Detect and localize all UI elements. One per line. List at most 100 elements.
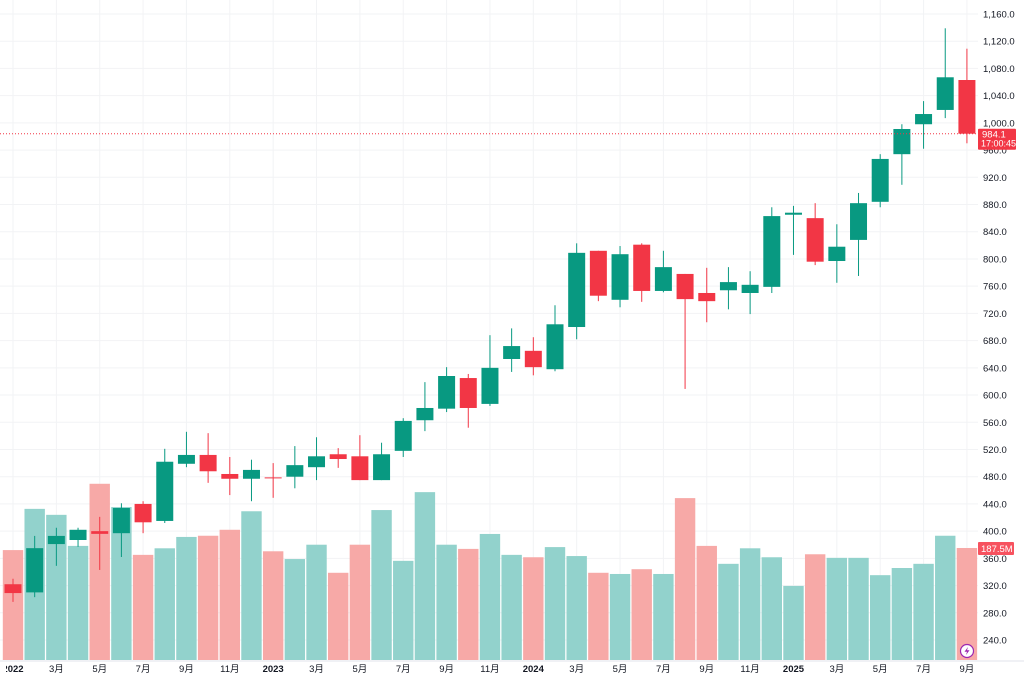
volume-bar bbox=[739, 548, 761, 660]
candle bbox=[438, 367, 456, 413]
y-tick-label: 1,160.0 bbox=[983, 10, 1015, 21]
y-tick-label: 800.0 bbox=[983, 254, 1007, 265]
candle-body bbox=[611, 254, 629, 300]
candle bbox=[351, 435, 369, 481]
volume-bar bbox=[761, 557, 782, 660]
volume-bar bbox=[2, 550, 24, 660]
candle bbox=[308, 437, 326, 481]
candle bbox=[91, 516, 109, 570]
candle-body bbox=[264, 477, 282, 479]
volume-bar bbox=[826, 557, 848, 660]
candle-body bbox=[177, 454, 195, 464]
volume-bar bbox=[696, 545, 717, 660]
candle-body bbox=[373, 454, 391, 481]
x-tick-label: 5月 bbox=[92, 664, 107, 675]
x-tick-label: 9月 bbox=[179, 664, 194, 675]
price-axis[interactable]: 1,160.0 1,120.0 1,080.0 1,040.0 1,000.0 960.0… bbox=[983, 10, 1015, 647]
candle-body bbox=[503, 346, 521, 359]
volume-bar bbox=[566, 556, 587, 660]
x-tick-label: 7月 bbox=[656, 664, 671, 675]
volume-bar bbox=[132, 554, 154, 660]
candle-body bbox=[568, 252, 586, 328]
candle bbox=[936, 28, 954, 119]
volume-bar bbox=[479, 533, 501, 660]
candle bbox=[850, 192, 868, 276]
candle-body bbox=[91, 531, 109, 534]
y-tick-label: 960.0 bbox=[983, 146, 1007, 157]
candle-body bbox=[394, 420, 412, 451]
candle-body bbox=[871, 158, 889, 202]
x-tick-label: 11月 bbox=[480, 664, 499, 675]
x-tick-label: 7月 bbox=[396, 664, 411, 675]
volume-bar bbox=[458, 548, 479, 660]
x-tick-label: 2024 bbox=[523, 664, 545, 675]
candle bbox=[676, 273, 694, 389]
y-tick-label: 320.0 bbox=[983, 581, 1007, 592]
volume-bar bbox=[349, 544, 371, 660]
y-tick-label: 760.0 bbox=[983, 282, 1007, 293]
x-tick-label: 9月 bbox=[960, 664, 975, 675]
y-tick-label: 280.0 bbox=[983, 608, 1007, 619]
volume-bar bbox=[154, 548, 175, 660]
candle-body bbox=[329, 454, 347, 460]
candle bbox=[698, 267, 716, 323]
candle-body bbox=[156, 461, 174, 521]
candle bbox=[459, 373, 477, 428]
last-price-value: 984.1 bbox=[982, 130, 1006, 141]
x-tick-label: 2023 bbox=[263, 664, 284, 675]
candle-body bbox=[546, 324, 564, 370]
candle-body bbox=[26, 548, 44, 593]
bar-countdown: 17:00:45 bbox=[981, 139, 1016, 149]
x-tick-label: 9月 bbox=[699, 664, 714, 675]
volume-bar bbox=[371, 510, 392, 660]
volume-bar bbox=[436, 544, 457, 660]
candle bbox=[589, 250, 607, 302]
x-tick-label: 3月 bbox=[569, 664, 584, 675]
y-tick-label: 1,000.0 bbox=[983, 118, 1015, 129]
y-tick-label: 360.0 bbox=[983, 554, 1007, 565]
candle-body bbox=[134, 503, 152, 523]
candle bbox=[156, 448, 174, 523]
candle bbox=[394, 418, 412, 457]
last-volume-value: 187.5M bbox=[981, 544, 1013, 555]
axis-mask bbox=[0, 662, 6, 680]
volume-bar bbox=[46, 514, 67, 660]
y-tick-label: 1,040.0 bbox=[983, 91, 1015, 102]
volume-bar bbox=[783, 585, 804, 660]
y-tick-label: 720.0 bbox=[983, 309, 1007, 320]
x-tick-label: 5月 bbox=[352, 664, 367, 675]
candle bbox=[329, 448, 347, 468]
candle-body bbox=[416, 407, 434, 421]
candle-body bbox=[633, 244, 651, 291]
candle-body bbox=[763, 216, 781, 287]
y-tick-label: 880.0 bbox=[983, 200, 1007, 211]
volume-bars bbox=[2, 483, 978, 660]
y-tick-label: 1,080.0 bbox=[983, 64, 1015, 75]
candle bbox=[134, 501, 152, 534]
candle-body bbox=[242, 469, 260, 479]
candle-body bbox=[438, 376, 456, 409]
candle bbox=[481, 335, 499, 406]
last-price-label: 984.1 17:00:45 bbox=[978, 128, 1016, 150]
y-tick-label: 680.0 bbox=[983, 336, 1007, 347]
time-axis[interactable]: 2022 3月 5月 7月 9月 11月 2023 3月 5月 7月 9月 11月 2024 3月 5月 7月… bbox=[0, 660, 1024, 680]
lightning-icon[interactable] bbox=[959, 643, 975, 659]
volume-bar bbox=[328, 572, 349, 660]
candle-body bbox=[676, 273, 694, 300]
candle-body bbox=[784, 212, 802, 215]
volume-bar bbox=[111, 507, 132, 660]
volume-bar bbox=[219, 529, 240, 660]
volume-bar bbox=[653, 573, 674, 660]
y-tick-label: 560.0 bbox=[983, 418, 1007, 429]
y-tick-label: 400.0 bbox=[983, 527, 1007, 538]
volume-bar bbox=[241, 511, 262, 660]
candle bbox=[871, 154, 889, 208]
candle-body bbox=[893, 128, 911, 155]
candle-body bbox=[698, 292, 716, 302]
candle-body bbox=[112, 508, 130, 534]
candle-body bbox=[654, 267, 672, 291]
volume-bar bbox=[501, 554, 522, 660]
x-tick-label: 7月 bbox=[136, 664, 151, 675]
candle bbox=[568, 243, 586, 340]
